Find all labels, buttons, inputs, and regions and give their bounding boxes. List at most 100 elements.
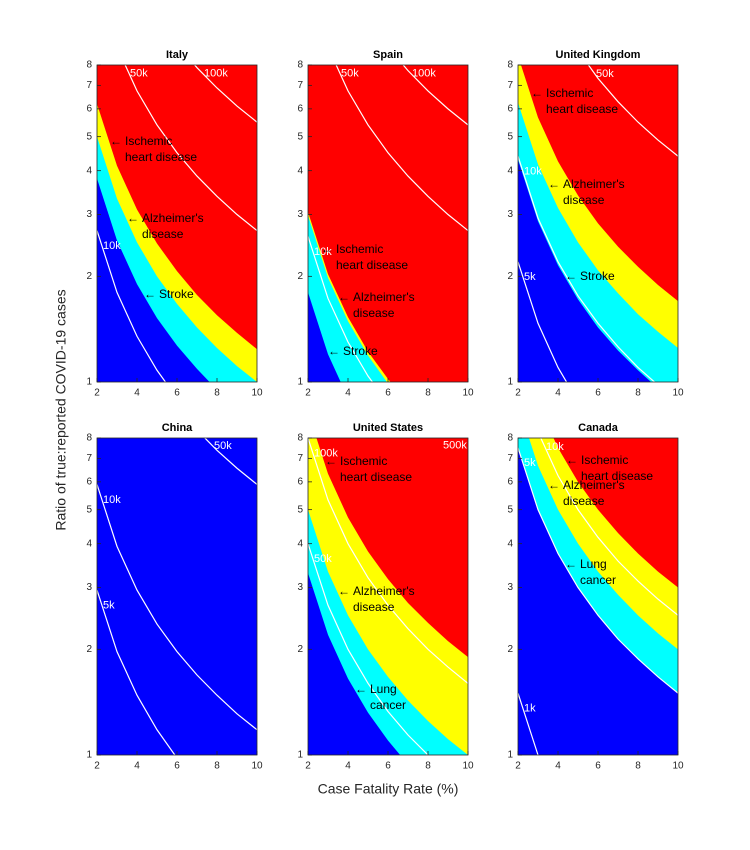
annotation-arrow: ← (110, 134, 122, 149)
y-tick-label: 7 (86, 453, 92, 464)
y-tick-label: 2 (507, 271, 513, 282)
plot-area (97, 65, 257, 382)
panel-title: China (162, 422, 193, 434)
contour-label: 10k (103, 494, 121, 506)
y-tick-label: 5 (297, 131, 303, 142)
y-tick-label: 1 (297, 377, 303, 388)
region (316, 438, 468, 658)
contour-label: 10k (546, 441, 564, 453)
y-tick-label: 4 (507, 165, 513, 176)
y-tick-label: 1 (507, 377, 513, 388)
annotation-text: Stroke (159, 287, 194, 302)
x-tick-label: 6 (385, 761, 391, 772)
x-tick-label: 4 (134, 388, 140, 399)
annotation-arrow: ← (355, 681, 367, 696)
annotation: ← Ischemic heart disease (531, 85, 618, 117)
region (308, 65, 468, 382)
x-tick-label: 4 (555, 388, 561, 399)
contour-line (193, 65, 257, 123)
panel-title: Canada (578, 422, 619, 434)
contour-line (518, 447, 678, 694)
y-axis-label: Ratio of true:reported COVID-19 cases (53, 289, 69, 530)
annotation: ← Alzheimer's disease (338, 583, 415, 615)
y-tick-label: 4 (86, 538, 92, 549)
x-tick-label: 4 (345, 388, 351, 399)
x-tick-label: 6 (595, 388, 601, 399)
y-tick-label: 5 (297, 504, 303, 515)
annotation-arrow: ← (566, 452, 578, 467)
contour-line (97, 230, 167, 382)
y-tick-label: 5 (86, 504, 92, 515)
x-tick-label: 2 (305, 761, 311, 772)
contour-label: 50k (314, 553, 332, 565)
y-tick-label: 2 (86, 271, 92, 282)
y-tick-label: 3 (507, 209, 513, 220)
x-tick-label: 2 (515, 388, 521, 399)
x-tick-label: 6 (595, 761, 601, 772)
annotation: ← Lung cancer (355, 681, 406, 713)
panel-title: Italy (166, 49, 189, 61)
contour-label: 50k (214, 440, 232, 452)
y-tick-label: 6 (86, 476, 92, 487)
contour-line (540, 438, 678, 616)
annotation-text: Lung cancer (580, 556, 617, 587)
contour-line (518, 261, 568, 382)
y-tick-label: 1 (86, 377, 92, 388)
x-tick-label: 8 (214, 761, 220, 772)
contour-line (587, 65, 678, 157)
annotation-arrow: ← (548, 478, 560, 493)
y-tick-label: 5 (86, 131, 92, 142)
contour-line (308, 438, 468, 684)
contour-label: 100k (204, 68, 228, 80)
plot-area (308, 65, 468, 382)
contour-label: 5k (524, 271, 536, 283)
annotation-arrow: ← (338, 290, 350, 305)
annotation-arrow: ← (321, 242, 333, 257)
region (520, 65, 678, 302)
y-tick-label: 7 (297, 453, 303, 464)
contour-line (308, 236, 374, 382)
annotation: ← Stroke (565, 268, 615, 284)
x-tick-label: 4 (555, 761, 561, 772)
y-tick-label: 7 (507, 453, 513, 464)
y-tick-label: 1 (507, 750, 513, 761)
annotation-arrow: ← (338, 584, 350, 599)
y-tick-label: 6 (86, 103, 92, 114)
x-tick-label: 8 (214, 388, 220, 399)
x-tick-label: 8 (425, 761, 431, 772)
y-tick-label: 4 (297, 538, 303, 549)
annotation-text: Stroke (580, 268, 615, 283)
contour-line (308, 543, 429, 755)
annotation: ← Stroke (144, 286, 194, 302)
x-tick-label: 6 (174, 388, 180, 399)
contour-label: 1k (524, 703, 536, 715)
panel-title: United States (353, 422, 423, 434)
x-tick-label: 2 (94, 388, 100, 399)
annotation: ← Ischemic heart disease (566, 452, 653, 484)
annotation: ← Alzheimer's disease (338, 289, 415, 321)
contour-label: 50k (341, 67, 359, 79)
y-tick-label: 6 (297, 103, 303, 114)
y-tick-label: 4 (507, 538, 513, 549)
y-tick-label: 8 (86, 433, 92, 444)
annotation: ← Ischemic heart disease (321, 241, 408, 273)
annotation-text: Lung cancer (370, 681, 407, 712)
annotation-arrow: ← (548, 177, 560, 191)
contour-line (335, 65, 468, 232)
annotation-text: Ischemic heart disease (546, 85, 619, 116)
contour-line (518, 155, 656, 382)
y-tick-label: 6 (297, 476, 303, 487)
x-tick-label: 10 (462, 388, 474, 399)
annotation-arrow: ← (144, 287, 156, 302)
x-tick-label: 10 (462, 761, 474, 772)
annotation: ← Ischemic heart disease (325, 453, 412, 485)
annotation-text: Ischemic heart disease (336, 242, 409, 273)
plot-area (518, 438, 678, 755)
annotation: ← Alzheimer's disease (127, 210, 204, 242)
y-tick-label: 8 (297, 433, 303, 444)
annotation-text: Ischemic heart disease (340, 454, 413, 485)
y-tick-label: 3 (297, 209, 303, 220)
